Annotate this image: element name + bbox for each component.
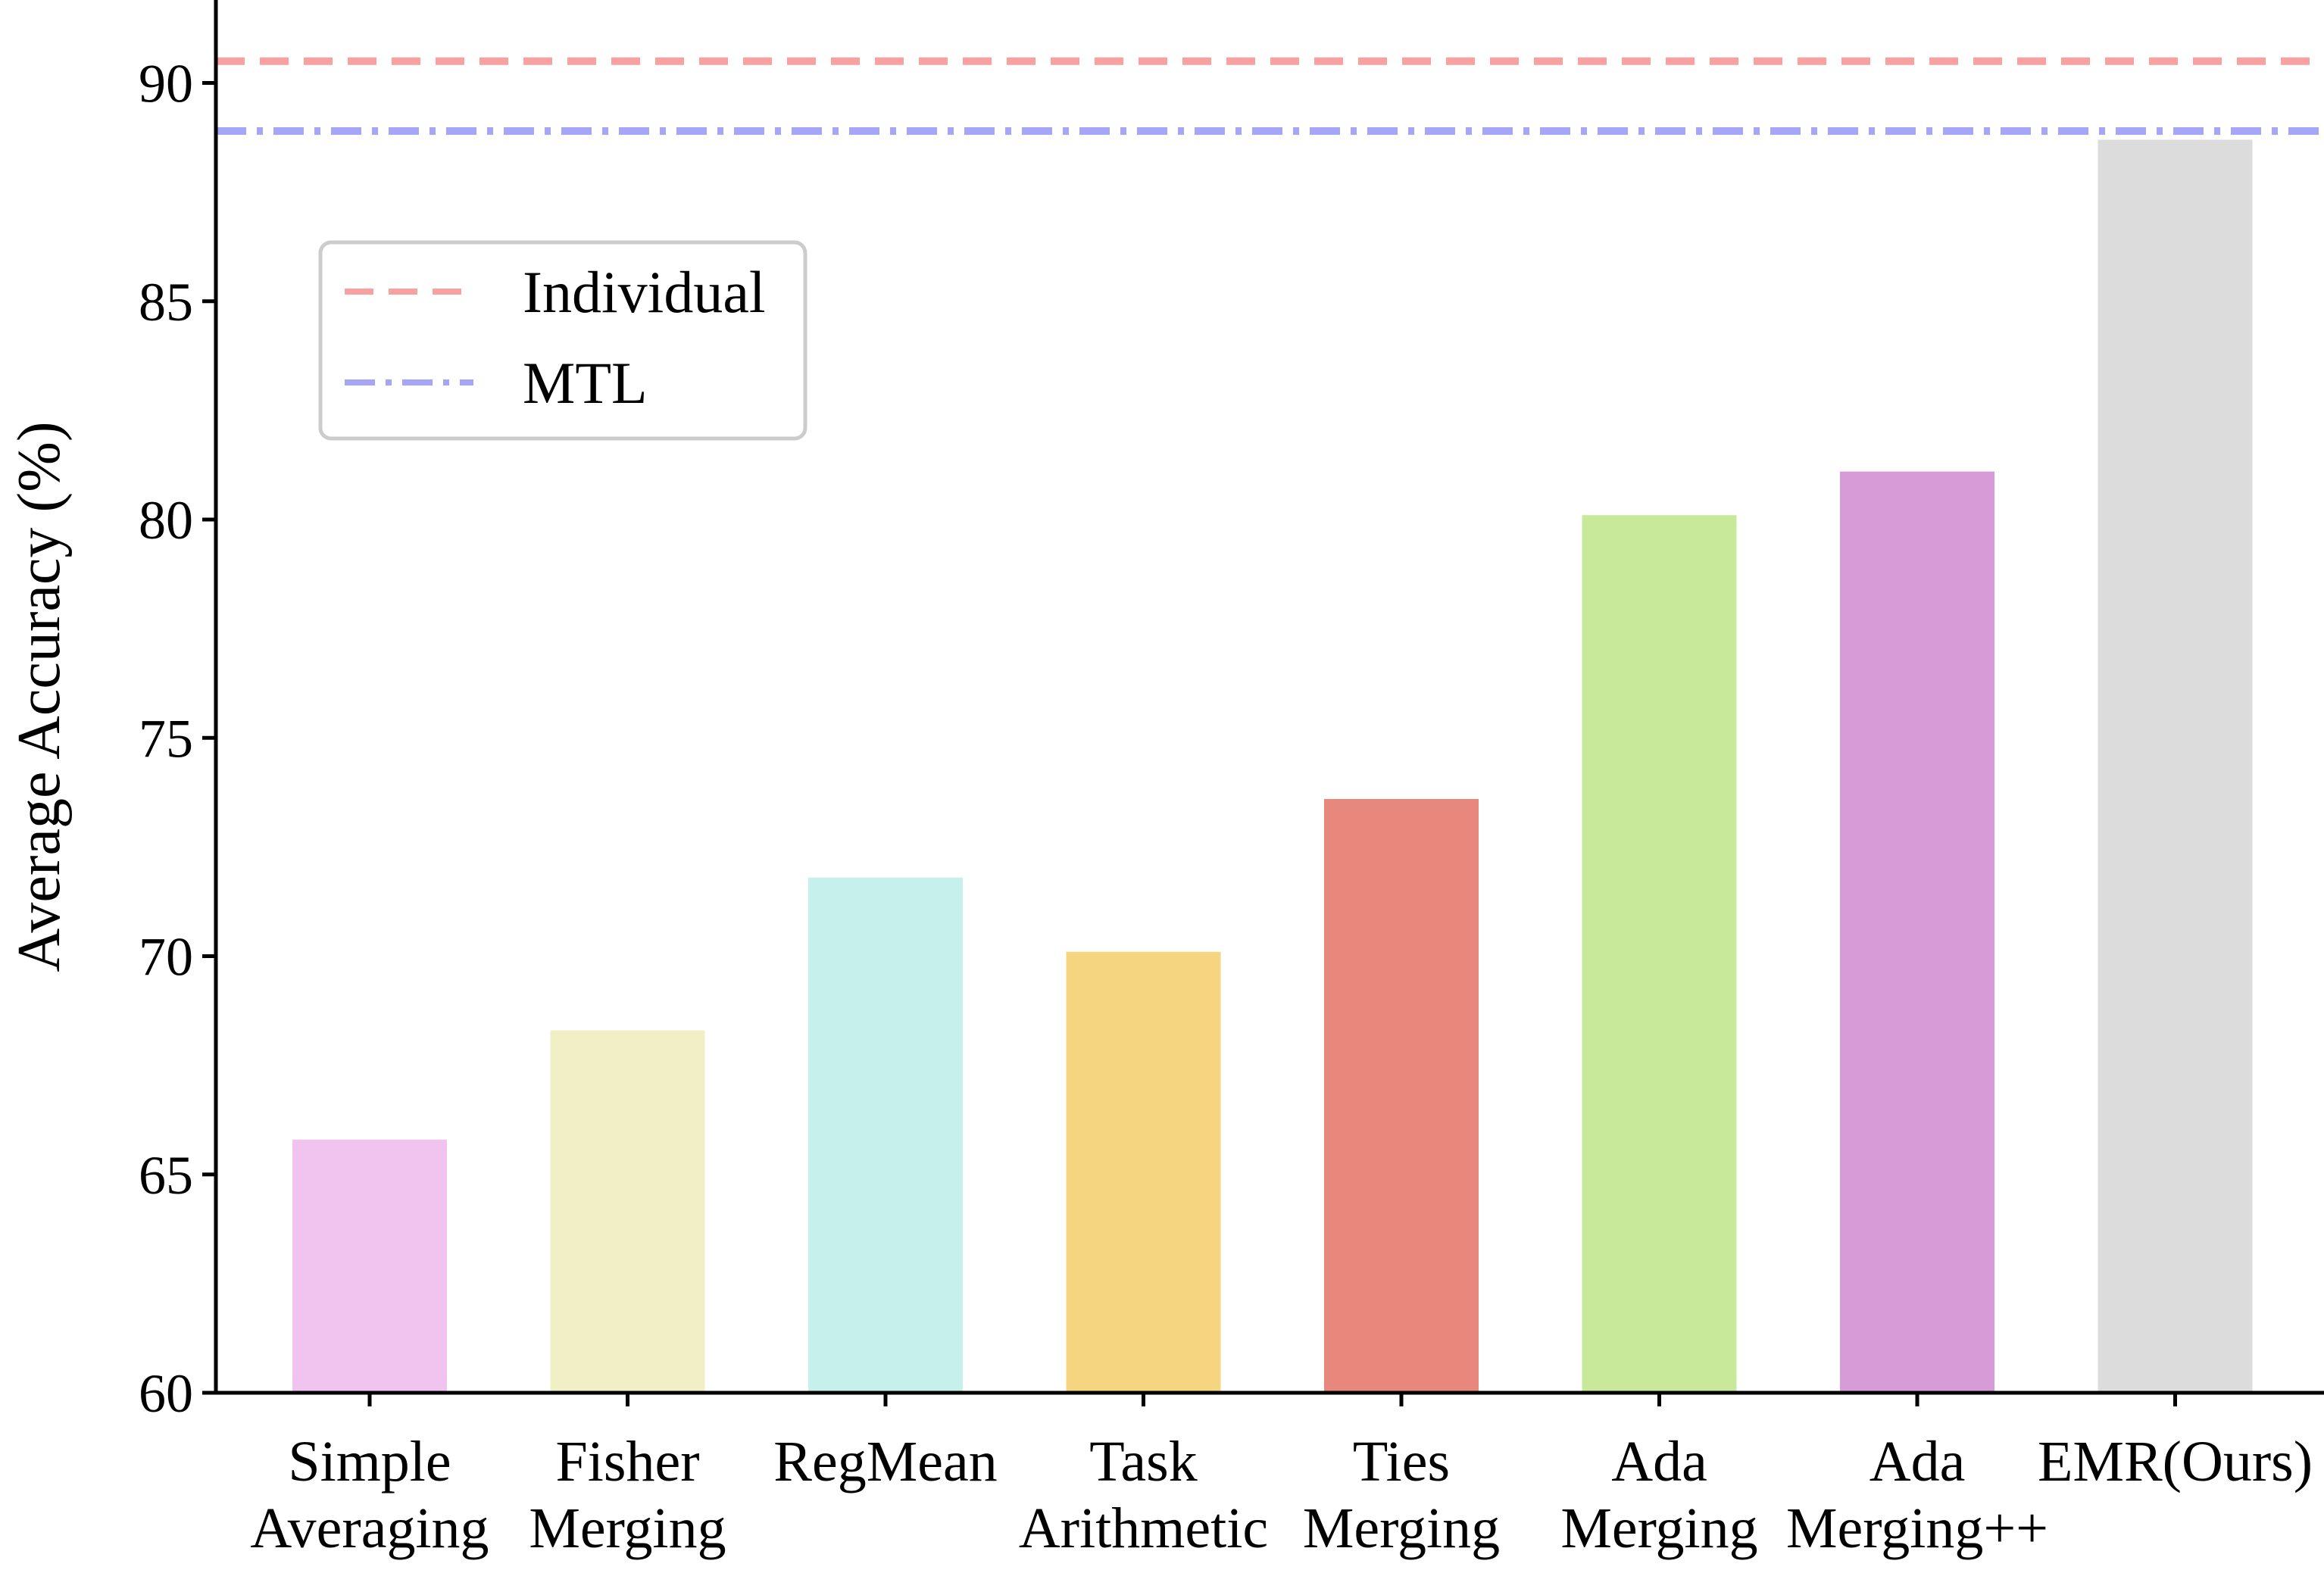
x-tick-label: Ties Merging <box>1303 1430 1500 1560</box>
y-tick-label: 90 <box>139 54 193 114</box>
x-tick-label: RegMean <box>773 1430 997 1494</box>
y-tick-label: 65 <box>139 1145 193 1206</box>
bar-0 <box>292 1139 447 1393</box>
y-tick-label: 85 <box>139 272 193 332</box>
y-tick-label: 60 <box>139 1363 193 1424</box>
legend: Individual MTL <box>318 240 807 441</box>
legend-label-mtl: MTL <box>523 350 648 416</box>
reference-lines-group <box>216 57 2324 135</box>
y-tick-label: 70 <box>139 927 193 988</box>
x-tick-label: EMR(Ours) <box>2038 1430 2313 1494</box>
y-tick-label: 80 <box>139 490 193 551</box>
bar-1 <box>550 1030 705 1393</box>
bar-7 <box>2098 139 2253 1394</box>
bars-group <box>292 139 2253 1394</box>
bar-5 <box>1582 515 1737 1393</box>
x-tick-label: Task Arithmetic <box>1019 1430 1268 1560</box>
bar-4 <box>1324 798 1479 1393</box>
axes-group <box>214 0 2324 1395</box>
x-tick-label: Simple Averaging <box>250 1430 489 1560</box>
bar-2 <box>808 877 963 1393</box>
x-tick-label: Ada Merging <box>1560 1430 1757 1560</box>
bar-3 <box>1066 951 1221 1393</box>
y-ticks-group: 60 65 70 75 80 85 90 <box>139 54 216 1424</box>
legend-label-individual: Individual <box>523 259 766 325</box>
x-tick-label: Ada Merging++ <box>1786 1430 2048 1560</box>
bar-6 <box>1840 471 1994 1393</box>
y-axis-label: Average Accuracy (%) <box>6 422 73 972</box>
y-tick-label: 75 <box>139 708 193 769</box>
x-ticks-group: Simple Averaging Fisher Merging RegMean Task A… <box>250 1393 2313 1560</box>
x-tick-label: Fisher Merging <box>529 1430 726 1560</box>
